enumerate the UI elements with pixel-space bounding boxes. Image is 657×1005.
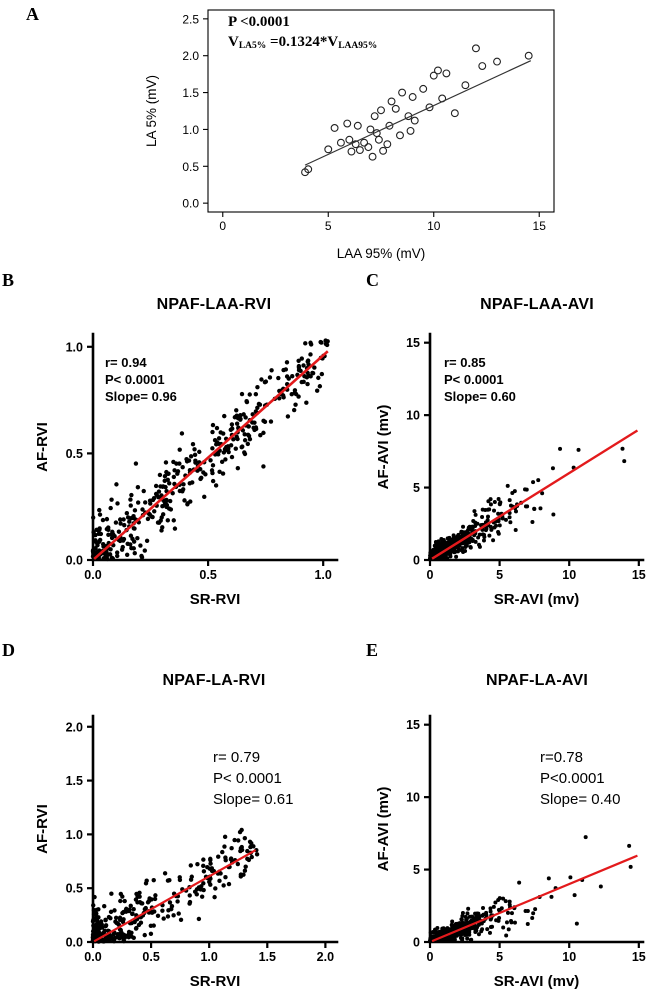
- svg-text:2.0: 2.0: [317, 950, 334, 964]
- r-value: r=0.78: [540, 749, 583, 766]
- svg-text:5: 5: [413, 863, 420, 877]
- slope-value: Slope= 0.96: [105, 389, 177, 404]
- svg-text:5: 5: [325, 219, 332, 233]
- panel-label-d: D: [2, 640, 15, 660]
- svg-text:0.0: 0.0: [66, 554, 83, 568]
- svg-text:1.5: 1.5: [182, 86, 199, 100]
- svg-text:10: 10: [406, 791, 420, 805]
- svg-text:0.5: 0.5: [66, 447, 83, 461]
- p-value: P< 0.0001: [213, 770, 282, 787]
- svg-text:1.0: 1.0: [66, 340, 83, 354]
- svg-text:0: 0: [427, 950, 434, 964]
- panel-e: NPAF-LA-AVI 0 5 10 15 0 5 10 15 SR-AVI (mv) AF-AV…: [372, 652, 657, 1005]
- svg-text:LAA 95% (mV): LAA 95% (mV): [337, 246, 426, 261]
- panel-d-title: NPAF-LA-RVI: [162, 672, 266, 689]
- svg-text:15: 15: [406, 718, 420, 732]
- slope-value: Slope= 0.61: [213, 791, 294, 808]
- svg-text:5: 5: [496, 568, 503, 582]
- r-value: r= 0.94: [105, 355, 147, 370]
- r-value: r= 0.79: [213, 749, 261, 766]
- regression-formula: VLA5% =0.1324*VLAA95%: [228, 34, 378, 51]
- panel-c-title: NPAF-LAA-AVI: [480, 296, 594, 313]
- panel-d: NPAF-LA-RVI 0.0 0.5 1.0 1.5 2.0 0.0 0.5 1.0 1.5 2…: [8, 652, 353, 1005]
- svg-text:2.5: 2.5: [182, 12, 199, 26]
- svg-text:SR-RVI: SR-RVI: [190, 591, 241, 608]
- panel-c-stats: r= 0.85 P< 0.0001 Slope= 0.60: [444, 354, 516, 405]
- svg-text:1.0: 1.0: [200, 950, 217, 964]
- svg-text:AF-RVI: AF-RVI: [34, 804, 51, 854]
- svg-text:AF-AVI (mv): AF-AVI (mv): [375, 787, 392, 872]
- svg-text:5: 5: [496, 950, 503, 964]
- svg-text:0.0: 0.0: [84, 950, 101, 964]
- svg-text:10: 10: [562, 568, 576, 582]
- svg-text:SR-AVI (mv): SR-AVI (mv): [494, 591, 580, 608]
- panel-b-title: NPAF-LAA-RVI: [156, 296, 272, 313]
- svg-text:0.0: 0.0: [66, 936, 83, 950]
- slope-value: Slope= 0.40: [540, 791, 621, 808]
- svg-text:0.0: 0.0: [182, 197, 199, 211]
- svg-text:AF-AVI (mv): AF-AVI (mv): [375, 405, 392, 490]
- panel-label-c: C: [366, 270, 379, 290]
- svg-text:1.5: 1.5: [66, 774, 83, 788]
- svg-text:10: 10: [406, 409, 420, 423]
- svg-text:0.5: 0.5: [142, 950, 159, 964]
- panel-e-scatter-plot: 0 5 10 15 0 5 10 15 SR-AVI (mv) AF-AVI (mv): [375, 714, 646, 990]
- svg-text:SR-AVI (mv): SR-AVI (mv): [494, 973, 580, 990]
- panel-a-scatter-plot: 0 5 10 15 0.0 0.5 1.0 1.5 2.0 2.5 LAA 95% (mV) LA 5…: [144, 9, 555, 261]
- svg-text:10: 10: [427, 219, 441, 233]
- svg-text:0.0: 0.0: [84, 568, 101, 582]
- svg-text:0.5: 0.5: [182, 160, 199, 174]
- svg-text:1.0: 1.0: [314, 568, 331, 582]
- svg-text:0: 0: [427, 568, 434, 582]
- panel-label-e: E: [366, 640, 379, 660]
- panel-c-scatter-plot: 0 5 10 15 0 5 10 15 SR-AVI (mv) AF-AVI (mv): [375, 332, 646, 608]
- svg-text:LA 5% (mV): LA 5% (mV): [144, 75, 159, 147]
- r-value: r= 0.85: [444, 355, 486, 370]
- svg-text:0: 0: [219, 219, 226, 233]
- svg-text:5: 5: [413, 481, 420, 495]
- svg-text:0: 0: [413, 936, 420, 950]
- panel-label-a: A: [26, 4, 39, 24]
- svg-text:15: 15: [632, 568, 646, 582]
- svg-text:15: 15: [406, 336, 420, 350]
- svg-text:AF-RVI: AF-RVI: [34, 422, 51, 472]
- panel-a-annotation: P <0.0001 VLA5% =0.1324*VLAA95%: [228, 14, 377, 51]
- panel-c: NPAF-LAA-AVI 0 5 10 15 0 5 10 15 SR-AVI (mv) AF-A…: [372, 282, 657, 627]
- p-value: P<0.0001: [540, 770, 605, 787]
- p-value: P< 0.0001: [444, 372, 504, 387]
- svg-text:15: 15: [533, 219, 547, 233]
- panel-e-stats: r=0.78 P<0.0001 Slope= 0.40: [540, 747, 621, 810]
- panel-e-title: NPAF-LA-AVI: [485, 672, 589, 689]
- panel-d-stats: r= 0.79 P< 0.0001 Slope= 0.61: [213, 747, 294, 810]
- svg-text:1.0: 1.0: [182, 123, 199, 137]
- panel-a: 0 5 10 15 0.0 0.5 1.0 1.5 2.0 2.5 LAA 95% (mV) LA 5…: [100, 2, 580, 276]
- svg-text:10: 10: [562, 950, 576, 964]
- svg-text:0: 0: [413, 554, 420, 568]
- svg-text:1.5: 1.5: [259, 950, 276, 964]
- p-value: P< 0.0001: [105, 372, 165, 387]
- panel-b-stats: r= 0.94 P< 0.0001 Slope= 0.96: [105, 354, 177, 405]
- svg-text:2.0: 2.0: [66, 720, 83, 734]
- p-value-text: P <0.0001: [228, 14, 290, 30]
- svg-text:15: 15: [632, 950, 646, 964]
- panel-b-scatter-plot: 0.0 0.5 1.0 0.0 0.5 1.0 SR-RVI AF-RVI: [34, 332, 339, 608]
- svg-text:0.5: 0.5: [199, 568, 216, 582]
- svg-text:0.5: 0.5: [66, 882, 83, 896]
- svg-text:1.0: 1.0: [66, 828, 83, 842]
- svg-text:2.0: 2.0: [182, 49, 199, 63]
- panel-b: NPAF-LAA-RVI 0.0 0.5 1.0 0.0 0.5 1.0 SR-RVI AF-…: [8, 282, 353, 627]
- panel-d-scatter-plot: 0.0 0.5 1.0 1.5 2.0 0.0 0.5 1.0 1.5 2.0 SR-RVI AF-R…: [34, 714, 339, 990]
- slope-value: Slope= 0.60: [444, 389, 516, 404]
- svg-text:SR-RVI: SR-RVI: [190, 973, 241, 990]
- panel-label-b: B: [2, 270, 15, 290]
